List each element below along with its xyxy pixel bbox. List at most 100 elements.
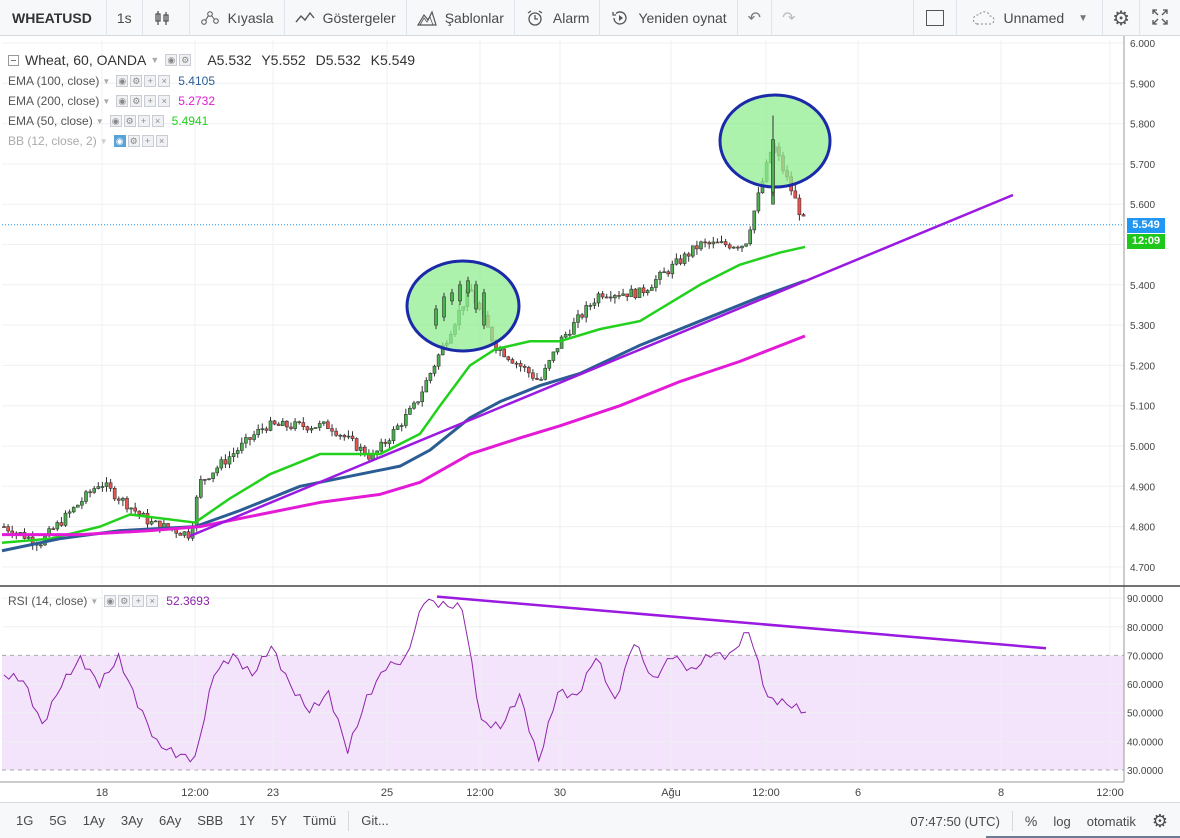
eye-icon[interactable]: ◉ bbox=[104, 595, 117, 607]
plus-icon[interactable]: + bbox=[144, 95, 157, 107]
undo-button[interactable]: ↶ bbox=[738, 0, 773, 36]
range-5d[interactable]: 5G bbox=[49, 813, 67, 828]
ema100-legend: EMA (100, close) ▼ ◉ ⚙ + × 5.4105 bbox=[8, 74, 215, 88]
settings-icon[interactable]: ⚙ bbox=[130, 75, 143, 87]
candle-body bbox=[268, 420, 273, 431]
candle-body bbox=[84, 491, 88, 502]
eye-icon[interactable]: ◉ bbox=[109, 115, 122, 127]
range-1y[interactable]: 1Y bbox=[239, 813, 256, 828]
candle-body bbox=[354, 438, 359, 451]
close-icon[interactable]: × bbox=[151, 115, 164, 127]
range-3m[interactable]: 3Ay bbox=[120, 813, 144, 828]
chart-style-button[interactable] bbox=[143, 0, 190, 36]
range-1d[interactable]: 1G bbox=[16, 813, 34, 828]
templates-button[interactable]: Şablonlar bbox=[407, 0, 515, 36]
replay-button[interactable]: Yeniden oynat bbox=[600, 0, 738, 36]
interval-selector[interactable]: 1s bbox=[107, 0, 143, 36]
close-icon[interactable]: × bbox=[158, 75, 171, 87]
gear-icon[interactable]: ⚙ bbox=[1151, 810, 1168, 831]
collapse-legend-icon[interactable] bbox=[8, 54, 19, 66]
chevron-down-icon[interactable]: ▼ bbox=[99, 136, 108, 146]
candle-body bbox=[2, 526, 6, 528]
indicator-label[interactable]: EMA (100, close) bbox=[8, 74, 100, 88]
price-chart-canvas[interactable]: 6.0005.9005.8005.7005.6005.5005.4005.300… bbox=[0, 0, 1180, 802]
candle-body bbox=[272, 420, 277, 425]
fullscreen-toggle-button[interactable] bbox=[913, 0, 956, 36]
range-6m[interactable]: 6Ay bbox=[159, 813, 182, 828]
plus-icon[interactable]: + bbox=[144, 75, 157, 87]
candle-body bbox=[543, 367, 548, 380]
chevron-down-icon[interactable]: ▼ bbox=[150, 55, 160, 65]
candle-body bbox=[670, 263, 675, 275]
settings-icon[interactable]: ⚙ bbox=[130, 95, 143, 107]
plus-icon[interactable]: + bbox=[141, 135, 154, 147]
timezone-clock[interactable]: 07:47:50 (UTC) bbox=[910, 813, 1000, 829]
rsi-tick-label: 60.0000 bbox=[1127, 680, 1164, 691]
indicator-label[interactable]: BB (12, close, 2) bbox=[8, 134, 97, 148]
chevron-down-icon[interactable]: ▼ bbox=[95, 116, 104, 126]
candle-body bbox=[96, 486, 101, 489]
eye-icon[interactable]: ◉ bbox=[165, 54, 178, 66]
candle-body bbox=[391, 429, 396, 441]
close-icon[interactable]: × bbox=[146, 595, 159, 607]
symbol-search[interactable]: WHEATUSD bbox=[0, 0, 107, 36]
plus-icon[interactable]: + bbox=[132, 595, 145, 607]
range-ytd[interactable]: SBB bbox=[197, 813, 224, 828]
price-tick-label: 4.700 bbox=[1130, 563, 1155, 574]
chevron-down-icon[interactable]: ▼ bbox=[90, 596, 99, 606]
log-scale-toggle[interactable]: log bbox=[1053, 813, 1071, 829]
candle-body bbox=[358, 446, 363, 451]
settings-icon[interactable]: ⚙ bbox=[179, 54, 192, 66]
settings-icon[interactable]: ⚙ bbox=[123, 115, 136, 127]
candle-body bbox=[313, 427, 318, 429]
indicator-value: 5.4105 bbox=[178, 74, 215, 88]
candle-body bbox=[321, 421, 326, 424]
alert-button[interactable]: Alarm bbox=[515, 0, 601, 36]
main-series-legend: Wheat, 60, OANDA ▼ ◉ ⚙ A5.532 Y5.552 D5.… bbox=[8, 52, 421, 68]
candle-body bbox=[63, 512, 68, 526]
ohlc-values: A5.532 Y5.552 D5.532 K5.549 bbox=[207, 52, 421, 68]
candle-body bbox=[145, 512, 150, 525]
indicator-label[interactable]: EMA (200, close) bbox=[8, 94, 100, 108]
settings-icon[interactable]: ⚙ bbox=[118, 595, 131, 607]
candle-body bbox=[26, 536, 31, 539]
eye-hidden-icon[interactable]: ◉ bbox=[113, 135, 126, 147]
series-title[interactable]: Wheat, 60, OANDA bbox=[25, 52, 147, 68]
goto-date-button[interactable]: Git... bbox=[361, 813, 389, 828]
candle-body bbox=[395, 425, 400, 430]
expand-button[interactable] bbox=[1139, 0, 1180, 36]
percent-scale-toggle[interactable]: % bbox=[1024, 813, 1038, 829]
chevron-down-icon[interactable]: ▼ bbox=[102, 96, 111, 106]
plus-icon[interactable]: + bbox=[137, 115, 150, 127]
close-icon[interactable]: × bbox=[155, 135, 168, 147]
indicator-label[interactable]: RSI (14, close) bbox=[8, 594, 88, 608]
candle-body bbox=[104, 482, 109, 487]
candle-body bbox=[719, 241, 724, 243]
high-value: Y5.552 bbox=[261, 52, 306, 68]
range-1m[interactable]: 1Ay bbox=[82, 813, 105, 828]
candle-body bbox=[330, 428, 334, 432]
candle-body bbox=[293, 421, 297, 429]
redo-button[interactable]: ↷ bbox=[772, 0, 805, 36]
close-value: K5.549 bbox=[370, 52, 416, 68]
indicators-button[interactable]: Göstergeler bbox=[285, 0, 407, 36]
eye-icon[interactable]: ◉ bbox=[116, 75, 129, 87]
settings-icon[interactable]: ⚙ bbox=[127, 135, 140, 147]
range-all[interactable]: Tümü bbox=[303, 813, 337, 828]
range-5y[interactable]: 5Y bbox=[271, 813, 288, 828]
indicator-label[interactable]: EMA (50, close) bbox=[8, 114, 93, 128]
candles-icon bbox=[153, 9, 171, 27]
compare-button[interactable]: Kıyasla bbox=[190, 0, 285, 36]
close-icon[interactable]: × bbox=[158, 95, 171, 107]
candle-body bbox=[633, 288, 638, 299]
candle-body bbox=[771, 139, 775, 193]
eye-icon[interactable]: ◉ bbox=[116, 95, 129, 107]
chevron-down-icon[interactable]: ▼ bbox=[102, 76, 111, 86]
layout-save-button[interactable]: Unnamed ▼ bbox=[956, 0, 1102, 36]
time-tick-label: 30 bbox=[554, 787, 566, 799]
candle-body bbox=[744, 243, 748, 247]
auto-scale-toggle[interactable]: otomatik bbox=[1086, 813, 1136, 829]
settings-button[interactable]: ⚙ bbox=[1102, 0, 1139, 36]
candle-body bbox=[797, 197, 802, 215]
candle-body bbox=[248, 437, 252, 440]
